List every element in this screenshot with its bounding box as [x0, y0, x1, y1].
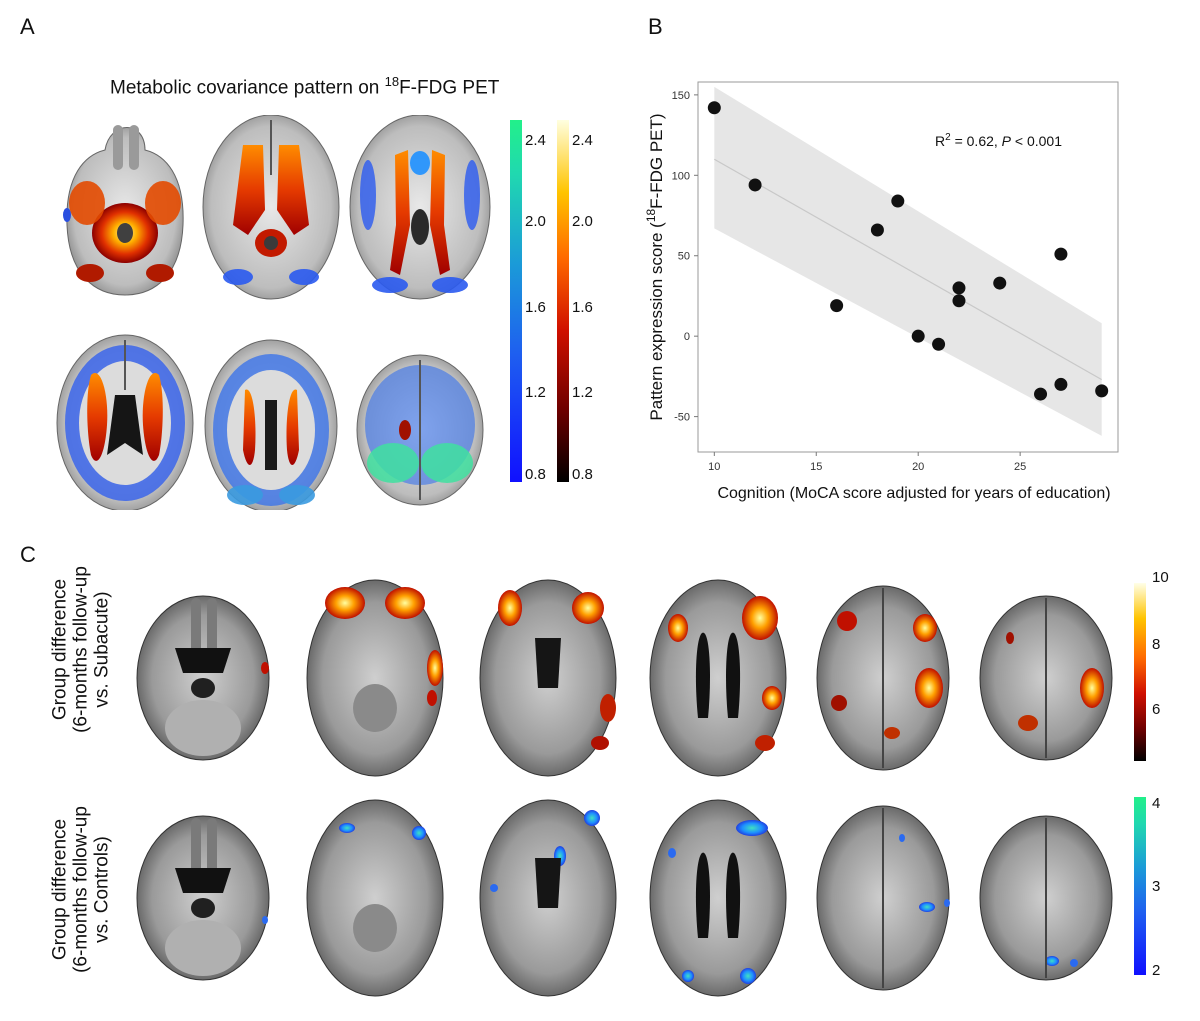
- data-point: [748, 178, 762, 192]
- y-tick-label: 50: [678, 251, 690, 263]
- mri-slice-r1-4: [649, 579, 787, 777]
- panel-c-letter: C: [20, 542, 36, 567]
- cbar-a-hot-tick: 1.6: [572, 299, 593, 316]
- cbar-a-hot-tick: 2.4: [572, 132, 593, 149]
- y-axis-label: Pattern expression score (18F-FDG PET): [644, 113, 666, 420]
- data-point: [911, 329, 925, 343]
- y-tick-label: 150: [672, 90, 690, 102]
- y-tick-label: 0: [684, 331, 690, 343]
- mri-slice-r1-6: [979, 595, 1113, 761]
- mri-slice-r1-1: [136, 595, 270, 761]
- cbar-a-hot-tick: 0.8: [572, 466, 593, 483]
- cbar-c-cool-tick: 2: [1152, 962, 1161, 979]
- data-point: [1054, 247, 1068, 261]
- cbar-a-cool-tick: 2.0: [525, 213, 546, 230]
- cbar-a-cool-tick: 1.2: [525, 384, 546, 401]
- brain-slice-a2: [202, 115, 340, 300]
- data-point: [1054, 377, 1068, 391]
- cbar-a-cool-tick: 2.4: [525, 132, 546, 149]
- panel-a-brain-slices: [56, 115, 491, 510]
- cbar-a-cool-tick: 1.6: [525, 299, 546, 316]
- brain-slice-a4: [56, 334, 194, 510]
- x-axis-label: Cognition (MoCA score adjusted for years…: [717, 485, 1110, 502]
- y-tick-label: -50: [674, 412, 690, 424]
- regression-line: [714, 158, 1102, 381]
- data-point: [993, 276, 1007, 290]
- cbar-c-cool-tick: 3: [1152, 878, 1161, 895]
- mri-slice-r2-5: [816, 805, 950, 991]
- mri-slice-r1-5: [816, 585, 950, 771]
- cbar-c-hot-tick: 6: [1152, 701, 1161, 718]
- panel-b-letter: B: [648, 14, 663, 39]
- stats-annotation: R2 = 0.62, P < 0.001: [935, 132, 1062, 149]
- cbar-c-hot-tick: 8: [1152, 636, 1161, 653]
- row2-label: Group difference (6-months follow-up vs.…: [49, 806, 113, 973]
- panel-a-colorbar-hot: [557, 120, 569, 482]
- cbar-a-cool-tick: 0.8: [525, 466, 546, 483]
- cbar-c-hot-tick: 10: [1152, 569, 1169, 586]
- cbar-a-hot-tick: 1.2: [572, 384, 593, 401]
- mri-slice-r1-2: [306, 579, 444, 777]
- row1-label: Group difference (6-months follow-up vs.…: [49, 566, 113, 733]
- cbar-a-hot-tick: 2.0: [572, 213, 593, 230]
- data-point: [1095, 384, 1109, 398]
- x-tick-label: 10: [708, 461, 720, 473]
- data-point: [932, 337, 946, 351]
- brain-slice-a5: [204, 339, 338, 510]
- data-point: [1034, 387, 1048, 401]
- mri-slice-r2-3: [479, 799, 617, 997]
- data-point: [830, 299, 844, 313]
- mri-slice-r2-4: [649, 799, 787, 997]
- y-tick-label: 100: [672, 170, 690, 182]
- x-tick-label: 15: [810, 461, 822, 473]
- brain-slice-a6: [356, 354, 484, 506]
- data-point: [952, 294, 966, 308]
- data-point: [870, 223, 884, 237]
- mri-slice-r2-1: [136, 815, 270, 981]
- x-tick-label: 25: [1014, 461, 1026, 473]
- confidence-band: [714, 86, 1102, 436]
- panel-a-colorbar-cool: [510, 120, 522, 482]
- data-point: [952, 281, 966, 295]
- cbar-c-cool-tick: 4: [1152, 795, 1161, 812]
- data-point: [707, 101, 721, 115]
- panel-c-mri-slices: [136, 579, 1113, 997]
- panel-a-letter: A: [20, 14, 35, 39]
- panel-c-colorbar-hot: [1134, 583, 1146, 761]
- panel-a-title: Metabolic covariance pattern on 18F-FDG …: [110, 74, 500, 99]
- mri-slice-r2-6: [979, 815, 1113, 981]
- data-point: [891, 194, 905, 208]
- brain-slice-a1: [63, 125, 184, 296]
- x-tick-label: 20: [912, 461, 924, 473]
- brain-slice-a3: [349, 115, 491, 300]
- scatter-plot: 150 100 50 0 -50 10 15 20 25 Pattern expression …: [644, 81, 1119, 502]
- panel-c-colorbar-cool: [1134, 797, 1146, 975]
- mri-slice-r1-3: [479, 579, 617, 777]
- mri-slice-r2-2: [306, 799, 444, 997]
